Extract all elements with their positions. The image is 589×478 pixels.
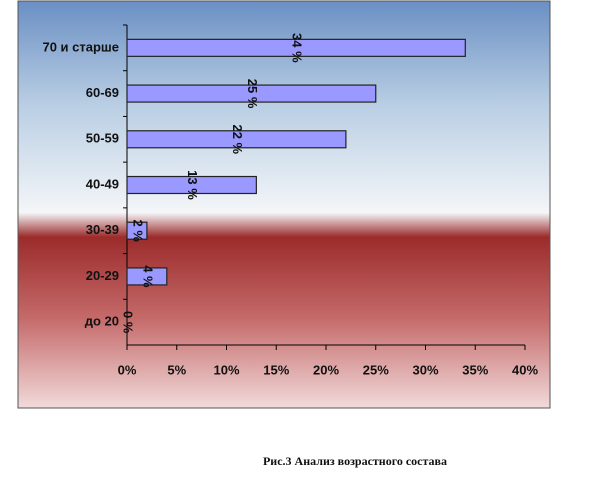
bar [126, 38, 466, 57]
y-tick-label: до 20 [85, 314, 119, 329]
chart-background [17, 0, 551, 409]
x-tick-label: 35% [462, 362, 488, 377]
x-tick-label: 0% [118, 362, 137, 377]
data-label: 2 % [131, 220, 146, 243]
bar [126, 175, 257, 195]
data-label: 13 % [185, 170, 200, 200]
x-tick-label: 25% [363, 362, 389, 377]
y-tick-label: 30-39 [86, 222, 119, 237]
y-tick-label: 20-29 [86, 268, 119, 283]
y-tick-label: 50-59 [86, 131, 119, 146]
x-tick-label: 30% [412, 362, 438, 377]
data-label: 4 % [140, 265, 155, 288]
data-label: 34 % [290, 33, 305, 63]
x-tick-label: 5% [167, 362, 186, 377]
bar [126, 267, 168, 286]
x-tick-label: 40% [512, 362, 538, 377]
bar [126, 84, 377, 103]
x-tick-label: 20% [313, 362, 339, 377]
y-tick-label: 60-69 [86, 85, 119, 100]
data-label: 22 % [230, 124, 245, 154]
y-tick-label: 40-49 [86, 176, 119, 191]
data-label: 0 % [121, 311, 136, 334]
x-tick-label: 10% [213, 362, 239, 377]
y-tick-label: 70 и старше [42, 39, 119, 54]
x-tick-label: 15% [263, 362, 289, 377]
caption: Рис.3 Анализ возрастного состава [263, 454, 447, 468]
bar [126, 130, 347, 149]
bar [126, 221, 148, 240]
data-label: 25 % [245, 79, 260, 109]
